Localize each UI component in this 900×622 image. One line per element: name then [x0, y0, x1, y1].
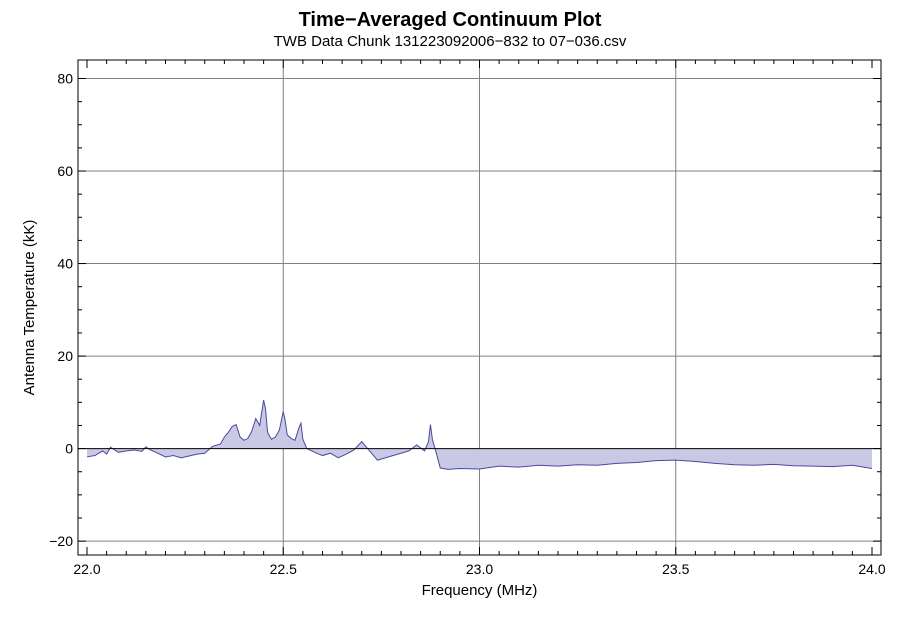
grid [78, 60, 881, 555]
series-fill-area [87, 400, 872, 470]
chart-subtitle: TWB Data Chunk 131223092006−832 to 07−03… [273, 33, 627, 50]
y-tick-label: 20 [57, 348, 73, 364]
x-tick-label: 22.5 [270, 561, 297, 577]
x-axis-label: Frequency (MHz) [422, 582, 538, 599]
ticks: 22.0 22.5 23.0 23.5 24.0 −20 0 20 40 60 80 [49, 60, 886, 577]
chart-title: Time−Averaged Continuum Plot [298, 9, 602, 31]
y-tick-label: 60 [57, 163, 73, 179]
y-tick-label: 40 [57, 256, 73, 272]
y-axis-label: Antenna Temperature (kK) [21, 220, 38, 396]
series-line [86, 399, 873, 470]
x-tick-label: 23.0 [466, 561, 493, 577]
x-tick-label: 22.0 [73, 561, 100, 577]
x-tick-label: 23.5 [662, 561, 689, 577]
y-tick-label: 0 [65, 441, 73, 457]
series-layer [86, 399, 873, 470]
y-tick-label: 80 [57, 71, 73, 87]
x-tick-label: 24.0 [858, 561, 885, 577]
y-tick-label: −20 [49, 533, 73, 549]
